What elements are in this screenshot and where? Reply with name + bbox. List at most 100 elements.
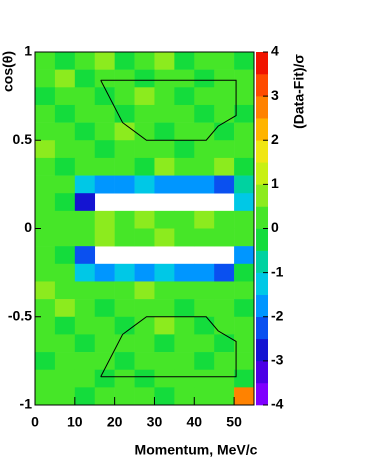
colorbar-band bbox=[256, 316, 268, 340]
heatmap-cell bbox=[74, 299, 96, 318]
selection-region bbox=[100, 79, 237, 141]
colorbar-band bbox=[256, 184, 268, 207]
heatmap-cell bbox=[234, 52, 255, 70]
heatmap-cell bbox=[134, 299, 155, 318]
heatmap-cell bbox=[74, 263, 96, 282]
heatmap-cell bbox=[74, 369, 96, 388]
heatmap-cell bbox=[154, 352, 175, 370]
heatmap-cell bbox=[134, 352, 155, 370]
heatmap-cell bbox=[234, 299, 255, 318]
heatmap-cell bbox=[54, 281, 76, 300]
heatmap-cell bbox=[234, 122, 255, 141]
x-tick-label: 0 bbox=[31, 414, 39, 430]
heatmap-cell bbox=[154, 334, 175, 353]
heatmap-cell bbox=[134, 334, 155, 353]
heatmap-cell bbox=[154, 369, 175, 388]
heatmap-cell bbox=[174, 316, 195, 335]
heatmap-cell bbox=[114, 122, 135, 141]
heatmap-cell bbox=[114, 387, 135, 406]
heatmap-cell bbox=[114, 352, 135, 370]
heatmap-cell bbox=[154, 104, 175, 123]
heatmap-cell bbox=[214, 69, 235, 88]
heatmap-cell bbox=[214, 387, 235, 406]
colorbar-tick-label: -1 bbox=[271, 263, 284, 279]
heatmap-cell bbox=[214, 352, 235, 370]
heatmap-cell bbox=[35, 316, 56, 335]
heatmap-cell bbox=[154, 175, 175, 194]
colorbar-tick-label: -4 bbox=[271, 396, 284, 412]
heatmap-cell bbox=[234, 69, 255, 88]
heatmap-cell bbox=[94, 87, 115, 106]
heatmap-cell bbox=[174, 52, 195, 70]
heatmap-cell bbox=[94, 69, 115, 88]
heatmap-cell bbox=[194, 263, 215, 282]
heatmap-cell bbox=[174, 281, 195, 300]
heatmap-cell bbox=[94, 263, 115, 282]
heatmap-cell bbox=[174, 369, 195, 388]
y-tick-label: 1 bbox=[24, 43, 32, 59]
heatmap-cell bbox=[35, 387, 56, 406]
heatmap-cell bbox=[94, 352, 115, 370]
heatmap-cell bbox=[214, 316, 235, 335]
heatmap-cell bbox=[214, 87, 235, 106]
heatmap-cell bbox=[74, 52, 96, 70]
heatmap-cell bbox=[35, 228, 56, 247]
heatmap-cell bbox=[94, 122, 115, 141]
heatmap-cell bbox=[234, 246, 255, 265]
heatmap-cell bbox=[234, 263, 255, 282]
colorbar-band bbox=[256, 272, 268, 295]
heatmap-cell bbox=[234, 228, 255, 247]
heatmap-cell bbox=[174, 122, 195, 141]
heatmap-cell bbox=[35, 281, 56, 300]
heatmap-cell bbox=[134, 263, 155, 282]
heatmap-cell bbox=[234, 87, 255, 106]
y-tick-label: 0 bbox=[24, 219, 32, 235]
colorbar-tick-label: 2 bbox=[271, 131, 279, 147]
heatmap-cell bbox=[74, 157, 96, 176]
heatmap-cell bbox=[114, 157, 135, 176]
heatmap-cell bbox=[74, 334, 96, 353]
colorbar-tick-label: -3 bbox=[271, 352, 284, 368]
colorbar-band bbox=[256, 294, 268, 318]
heatmap-cell bbox=[174, 299, 195, 318]
heatmap-cell bbox=[114, 316, 135, 335]
heatmap-cell bbox=[54, 263, 76, 282]
colorbar-band bbox=[256, 250, 268, 273]
heatmap-cell bbox=[174, 69, 195, 88]
heatmap-cell bbox=[114, 210, 135, 229]
heatmap-cell bbox=[194, 316, 215, 335]
heatmap-cell bbox=[74, 210, 96, 229]
heatmap-cell bbox=[214, 157, 235, 176]
heatmap-cell bbox=[35, 210, 56, 229]
heatmap-cell bbox=[54, 175, 76, 194]
colorbar-band bbox=[256, 162, 268, 185]
heatmap-cell bbox=[54, 228, 76, 247]
heatmap-cell bbox=[194, 369, 215, 388]
heatmap-cell bbox=[194, 334, 215, 353]
heatmap-cell bbox=[194, 69, 215, 88]
heatmap-cell bbox=[94, 228, 115, 247]
heatmap-cell bbox=[134, 369, 155, 388]
heatmap-cell bbox=[94, 334, 115, 353]
heatmap-cell bbox=[214, 104, 235, 123]
heatmap-cell bbox=[35, 52, 56, 70]
heatmap-cell bbox=[194, 104, 215, 123]
heatmap-cell bbox=[74, 316, 96, 335]
heatmap-cell bbox=[134, 228, 155, 247]
heatmap-cell bbox=[234, 193, 255, 212]
y-tick-label: 0.5 bbox=[13, 131, 33, 147]
heatmap-cell bbox=[194, 228, 215, 247]
heatmap-cell bbox=[174, 352, 195, 370]
colorbar-tick-label: 3 bbox=[271, 87, 279, 103]
heatmap-cell bbox=[154, 87, 175, 106]
heatmap-cell bbox=[94, 299, 115, 318]
x-tick-label: 30 bbox=[147, 414, 163, 430]
heatmap-cell bbox=[214, 281, 235, 300]
heatmap-cell bbox=[114, 369, 135, 388]
colorbar-tick-label: 1 bbox=[271, 175, 279, 191]
heatmap-cell bbox=[114, 334, 135, 353]
heatmap-cell bbox=[54, 157, 76, 176]
heatmap-cell bbox=[54, 246, 76, 265]
